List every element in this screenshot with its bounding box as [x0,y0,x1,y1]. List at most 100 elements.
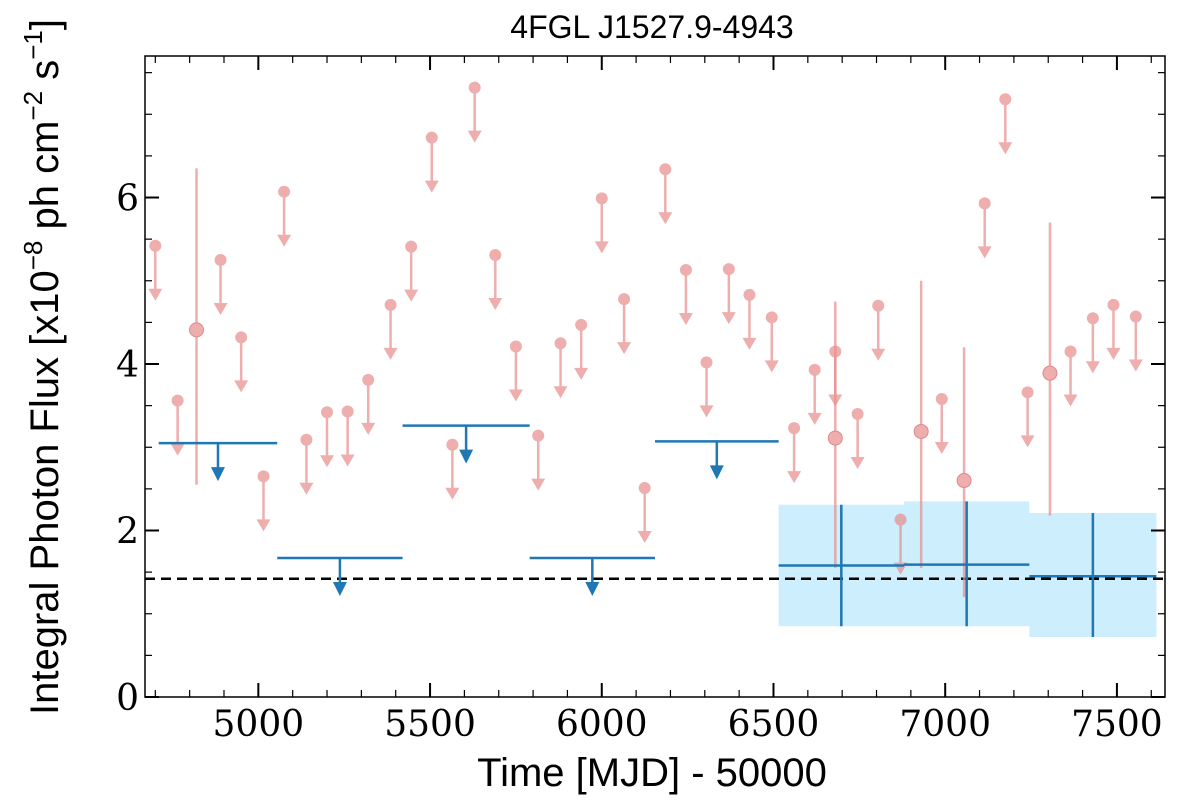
upper-limit-arrow-head [721,312,736,325]
upper-limit-arrow-head [585,581,600,596]
upper-limit-marker [488,248,503,310]
upper-limit-arrow-head [787,471,802,484]
y-tick-label: 2 [116,512,139,553]
x-axis-ticks: 5000 5500 6000 6500 7000 7500 [154,56,1163,745]
data-point [446,438,459,451]
upper-limit-marker [299,433,314,495]
detection-marker [956,347,972,598]
upper-limit-marker [850,407,865,469]
data-point [257,470,270,483]
detection-marker [1042,222,1058,516]
long-upper-limit-marker [402,424,530,464]
upper-limit-marker [234,331,249,393]
y-axis-label-mid: ph cm [23,121,67,241]
data-point [722,263,735,276]
data-point [189,322,205,338]
upper-limit-arrow-head [508,389,523,402]
upper-limit-marker [637,482,652,544]
upper-limit-marker [1128,310,1143,372]
data-point [171,394,184,407]
upper-limit-arrow-head [531,478,546,491]
upper-limit-arrow-head [742,337,757,350]
x-axis-label: Time [MJD] - 50000 [477,751,827,795]
data-point [765,311,778,324]
upper-limit-arrow-head [299,482,314,495]
data-point [1064,345,1077,358]
upper-limit-arrow-head [210,467,225,482]
upper-limit-arrow-head [340,454,355,467]
upper-limit-marker [658,163,673,225]
upper-limit-arrow-head [467,130,482,143]
data-point [808,363,821,376]
upper-limit-marker [594,192,609,254]
data-point [618,293,631,306]
upper-limit-marker [404,240,419,302]
x-tick-label: 5000 [213,704,305,745]
y-axis-label: Integral Photon Flux [x10−8 ph cm−2 s−1] [18,19,67,715]
upper-limit-arrow-head [1106,347,1121,360]
long-upper-limit-marker [655,440,779,480]
data-point [362,373,375,386]
data-point [341,405,354,418]
data-point [638,482,651,495]
data-point [554,337,567,350]
long-upper-limit-marker [158,441,278,482]
upper-limit-marker [1020,386,1035,448]
upper-limit-marker [553,337,568,399]
x-tick-label: 6500 [728,704,820,745]
upper-limit-arrow-head [617,342,632,355]
upper-limit-arrow-head [361,422,376,435]
upper-limit-arrow-head [850,456,865,469]
upper-limit-marker [1085,312,1100,374]
upper-limit-arrow-head [594,241,609,254]
data-point [300,433,313,446]
data-point [1107,298,1120,311]
upper-limit-arrow-head [424,180,439,193]
data-point [509,340,522,353]
upper-limit-arrow-head [699,405,714,418]
plot-frame [144,55,1166,698]
y-tick-label: 4 [116,345,139,386]
upper-limit-arrow-head [807,412,822,425]
upper-limit-arrow-head [277,234,292,247]
upper-limit-arrow-head [459,449,474,464]
upper-limit-arrow-head [320,455,335,468]
data-point [788,422,801,435]
upper-limit-arrow-head [383,347,398,360]
data-point [384,298,397,311]
upper-limit-arrow-head [871,348,886,361]
y-axis-label-exp: −2 [18,91,48,121]
upper-limit-arrow-head [234,380,249,393]
upper-limit-marker [871,299,886,361]
short-bin-series [148,81,1143,598]
upper-limit-arrow-head [1063,394,1078,407]
y-axis-label-end: ] [23,19,67,30]
data-point [468,81,481,94]
y-axis-label-exp: −8 [18,241,48,271]
y-axis-label-exp: −1 [18,30,48,60]
upper-limit-arrow-head [404,289,419,302]
data-point [235,331,248,344]
data-point [405,240,418,253]
upper-limit-arrow-head [488,297,503,310]
long-bin-series [158,424,1157,638]
upper-limit-marker [531,429,546,491]
detection-marker [189,168,205,485]
x-tick-label: 5500 [384,704,476,745]
upper-limit-marker [998,93,1013,155]
upper-limit-arrow-head [934,441,949,454]
data-point [978,197,991,210]
upper-limit-marker [148,239,163,301]
upper-limit-arrow-head [998,142,1013,155]
upper-limit-arrow-head [658,212,673,225]
upper-limit-arrow-head [170,443,185,456]
upper-limit-arrow-head [574,367,589,380]
upper-limit-arrow-head [553,386,568,399]
data-point [827,430,843,446]
data-point [872,299,885,312]
data-point [595,192,608,205]
upper-limit-marker [617,293,632,355]
y-axis-label-main: Integral Photon Flux [x10 [23,270,67,715]
x-tick-label: 7000 [899,704,991,745]
